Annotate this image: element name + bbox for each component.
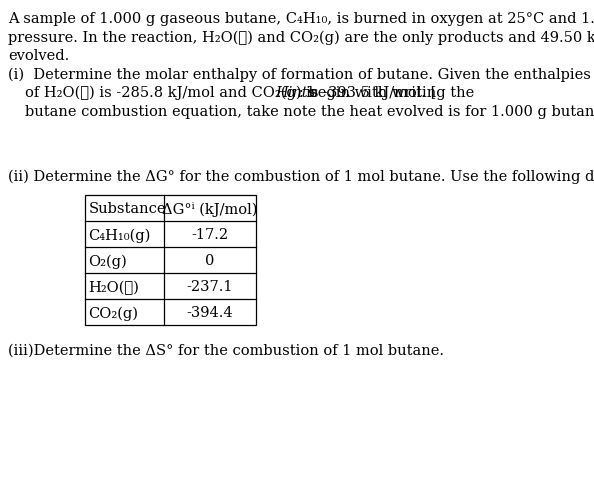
Text: (i)  Determine the molar enthalpy of formation of butane. Given the enthalpies o: (i) Determine the molar enthalpy of form… [8,67,594,82]
Text: H₂O(ℓ): H₂O(ℓ) [89,280,139,295]
Text: C₄H₁₀(g): C₄H₁₀(g) [89,228,151,243]
Text: pressure. In the reaction, H₂O(ℓ) and CO₂(g) are the only products and 49.50 kJ : pressure. In the reaction, H₂O(ℓ) and CO… [8,30,594,45]
Text: -394.4: -394.4 [187,306,233,321]
Text: Substance: Substance [89,202,166,217]
Text: : begin with writing the: : begin with writing the [299,86,475,100]
Text: Hints: Hints [275,86,315,100]
Text: 0: 0 [205,254,214,269]
Text: of H₂O(ℓ) is -285.8 kJ/mol and CO₂(g) is -393.5 kJ/mol. [: of H₂O(ℓ) is -285.8 kJ/mol and CO₂(g) is… [26,86,437,100]
Text: CO₂(g): CO₂(g) [89,306,138,321]
Text: (iii)Determine the ΔS° for the combustion of 1 mol butane.: (iii)Determine the ΔS° for the combustio… [8,344,444,357]
Text: -17.2: -17.2 [191,228,228,243]
Text: A sample of 1.000 g gaseous butane, C₄H₁₀, is burned in oxygen at 25°C and 1.00 : A sample of 1.000 g gaseous butane, C₄H₁… [8,12,594,26]
Bar [84,195,255,325]
Text: -237.1: -237.1 [187,280,233,295]
Text: (ii) Determine the ΔG° for the combustion of 1 mol butane. Use the following dat: (ii) Determine the ΔG° for the combustio… [8,169,594,184]
Text: butane combustion equation, take note the heat evolved is for 1.000 g butane]: butane combustion equation, take note th… [26,105,594,118]
Text: ΔG°ⁱ (kJ/mol): ΔG°ⁱ (kJ/mol) [162,202,258,218]
Text: O₂(g): O₂(g) [89,254,127,269]
Text: evolved.: evolved. [8,49,69,63]
